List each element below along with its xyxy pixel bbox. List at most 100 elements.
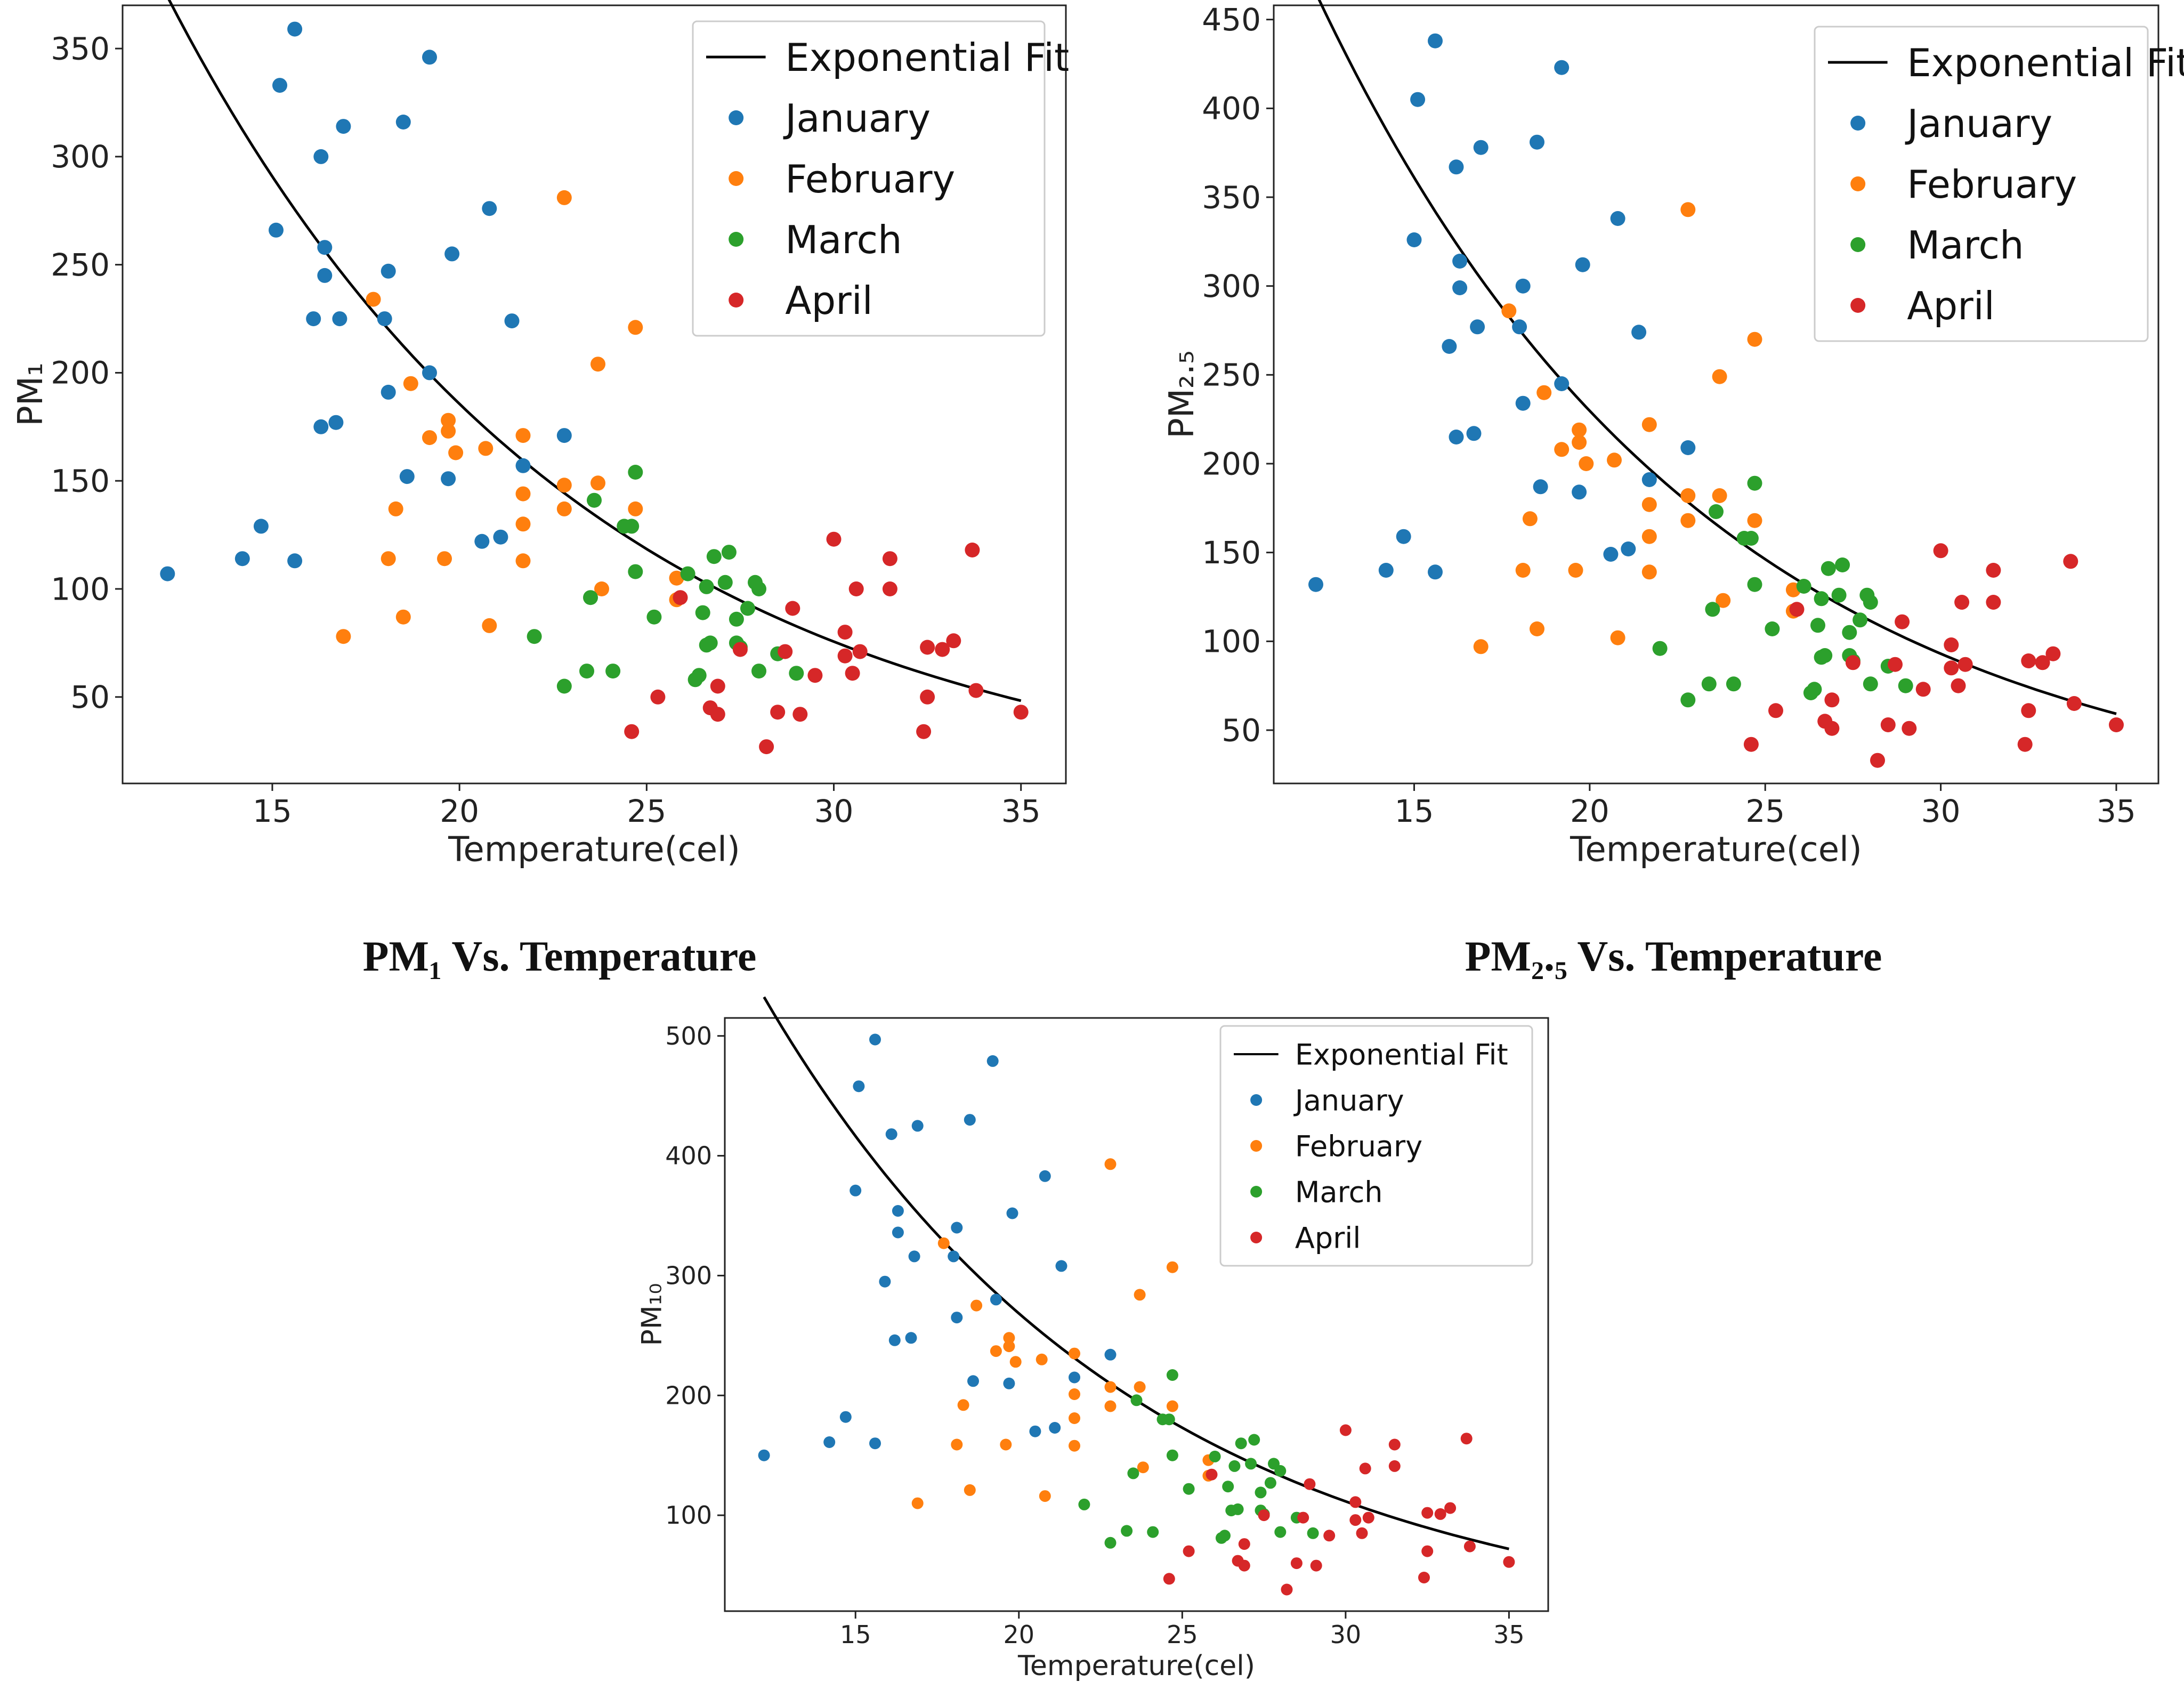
chart2-point-january — [1680, 440, 1696, 455]
chart-svg-pm10: 15 20 25 30 35 100 200 300 400 500 Temperature(cel… — [636, 996, 1549, 1682]
chart1-point-march — [691, 668, 707, 683]
chart1-point-january — [336, 119, 351, 134]
chart3-point-april — [1434, 1508, 1446, 1520]
chart1-point-april — [710, 707, 725, 722]
chart1-point-april — [968, 683, 984, 698]
chart2-legend-marker-april — [1850, 298, 1866, 313]
chart2-point-january — [1396, 529, 1411, 544]
chart3-legend-marker-april — [1250, 1232, 1263, 1243]
chart2-point-february — [1610, 630, 1625, 645]
chart2-legend-label-april: April — [1907, 284, 1995, 328]
chart1-legend-marker-february — [729, 171, 744, 186]
chart1-point-january — [395, 115, 411, 130]
chart1-point-april — [848, 581, 864, 596]
chart1-point-april — [624, 724, 640, 739]
chart2-point-february — [1579, 456, 1594, 471]
chart1-point-february — [437, 551, 452, 567]
chart3-point-february — [1039, 1490, 1051, 1502]
chart2-point-january — [1515, 395, 1531, 411]
caption-pm1: PM₁ Vs. Temperature — [362, 933, 757, 980]
chart1-point-february — [336, 629, 351, 644]
chart3-point-march — [1274, 1465, 1287, 1477]
chart3-point-february — [1000, 1438, 1012, 1451]
chart2-point-march — [1898, 678, 1913, 693]
chart2-point-february — [1515, 563, 1531, 578]
chart2-point-january — [1449, 159, 1464, 175]
chart1-point-april — [759, 739, 774, 755]
chart3-legend-label-april: April — [1295, 1221, 1361, 1255]
chart3-point-april — [1444, 1502, 1457, 1514]
chart3-point-april — [1388, 1438, 1401, 1451]
chart2-point-april — [1895, 614, 1910, 629]
chart3-point-march — [1248, 1434, 1260, 1446]
chart1-point-february — [366, 292, 381, 307]
chart1-point-april — [882, 581, 897, 596]
chart1-point-february — [448, 445, 464, 460]
chart1-point-march — [646, 609, 662, 625]
chart2-point-april — [1845, 655, 1861, 670]
chart3-point-january — [869, 1437, 881, 1450]
chart1-point-april — [792, 707, 808, 722]
chart2-point-april — [1986, 595, 2001, 610]
chart3-point-february — [1069, 1412, 1080, 1424]
chart3-point-april — [1503, 1556, 1515, 1568]
chart3-legend-marker-january — [1250, 1094, 1263, 1106]
chart3-x-tick-label: 30 — [1330, 1620, 1362, 1649]
chart2-point-january — [1603, 547, 1619, 562]
chart1-legend-label-february: February — [785, 157, 955, 201]
chart1-point-february — [591, 357, 605, 372]
chart3-point-january — [967, 1375, 979, 1387]
chart1-point-april — [837, 625, 853, 640]
chart1-point-january — [504, 313, 520, 329]
chart1-point-february — [591, 475, 605, 491]
chart2-point-april — [2021, 703, 2036, 718]
chart1-point-february — [381, 551, 396, 567]
chart-panel-pm25: 15 20 25 30 35 50 100 150 200 250 300 350 400 450 Temp… — [1119, 0, 2184, 906]
chart3-point-march — [1264, 1477, 1276, 1489]
chart1-point-january — [306, 311, 321, 327]
chart3-point-april — [1349, 1514, 1362, 1526]
chart1-point-march — [527, 629, 542, 644]
chart2-point-march — [1796, 579, 1811, 594]
chart3-point-january — [1104, 1348, 1117, 1361]
chart1-point-february — [388, 501, 403, 516]
chart2-point-april — [1768, 703, 1783, 718]
chart2-y-tick-label: 350 — [1202, 179, 1261, 215]
chart1-point-january — [556, 428, 572, 443]
chart2-legend-box — [1814, 26, 2149, 342]
chart1-plot-frame — [122, 4, 1067, 785]
chart3-legend-label-exponential-fit: Exponential Fit — [1295, 1038, 1508, 1071]
chart2-point-march — [1817, 648, 1833, 663]
chart2-point-january — [1515, 278, 1531, 294]
chart1-y-tick-label: 200 — [51, 355, 110, 391]
chart1-point-april — [770, 705, 786, 720]
chart2-legend-label-march: March — [1907, 223, 2024, 268]
chart1-point-march — [583, 590, 598, 605]
chart3-point-april — [1206, 1468, 1218, 1481]
chart3-x-tick-label: 25 — [1167, 1620, 1198, 1649]
chart3-point-february — [1009, 1356, 1022, 1368]
chart3-point-march — [1235, 1437, 1247, 1450]
chart-svg-pm25: 15 20 25 30 35 50 100 150 200 250 300 350 400 450 Temp… — [1162, 0, 2184, 870]
chart1-point-february — [628, 501, 643, 516]
chart1-point-february — [628, 320, 643, 335]
chart3-plot-frame — [724, 1017, 1549, 1612]
chart1-point-january — [422, 50, 437, 65]
chart2-point-february — [1641, 417, 1657, 432]
chart1-point-march — [740, 601, 755, 616]
chart1-point-february — [515, 516, 531, 532]
chart1-point-march — [729, 611, 744, 627]
chart3-x-tick-label: 35 — [1493, 1620, 1525, 1649]
chart3-point-february — [1069, 1347, 1080, 1360]
chart1-y-tick-label: 250 — [51, 247, 110, 283]
chart3-point-january — [1049, 1422, 1061, 1434]
chart3-point-january — [839, 1411, 852, 1423]
chart3-point-february — [1134, 1289, 1146, 1301]
chart1-exponential-fit-line — [167, 0, 1022, 702]
chart3-point-march — [1219, 1530, 1231, 1542]
chart1-point-january — [444, 246, 460, 262]
chart1-point-january — [377, 311, 392, 327]
chart1-point-march — [717, 575, 733, 590]
chart2-point-february — [1747, 513, 1762, 528]
chart2-legend-marker-january — [1850, 116, 1866, 131]
